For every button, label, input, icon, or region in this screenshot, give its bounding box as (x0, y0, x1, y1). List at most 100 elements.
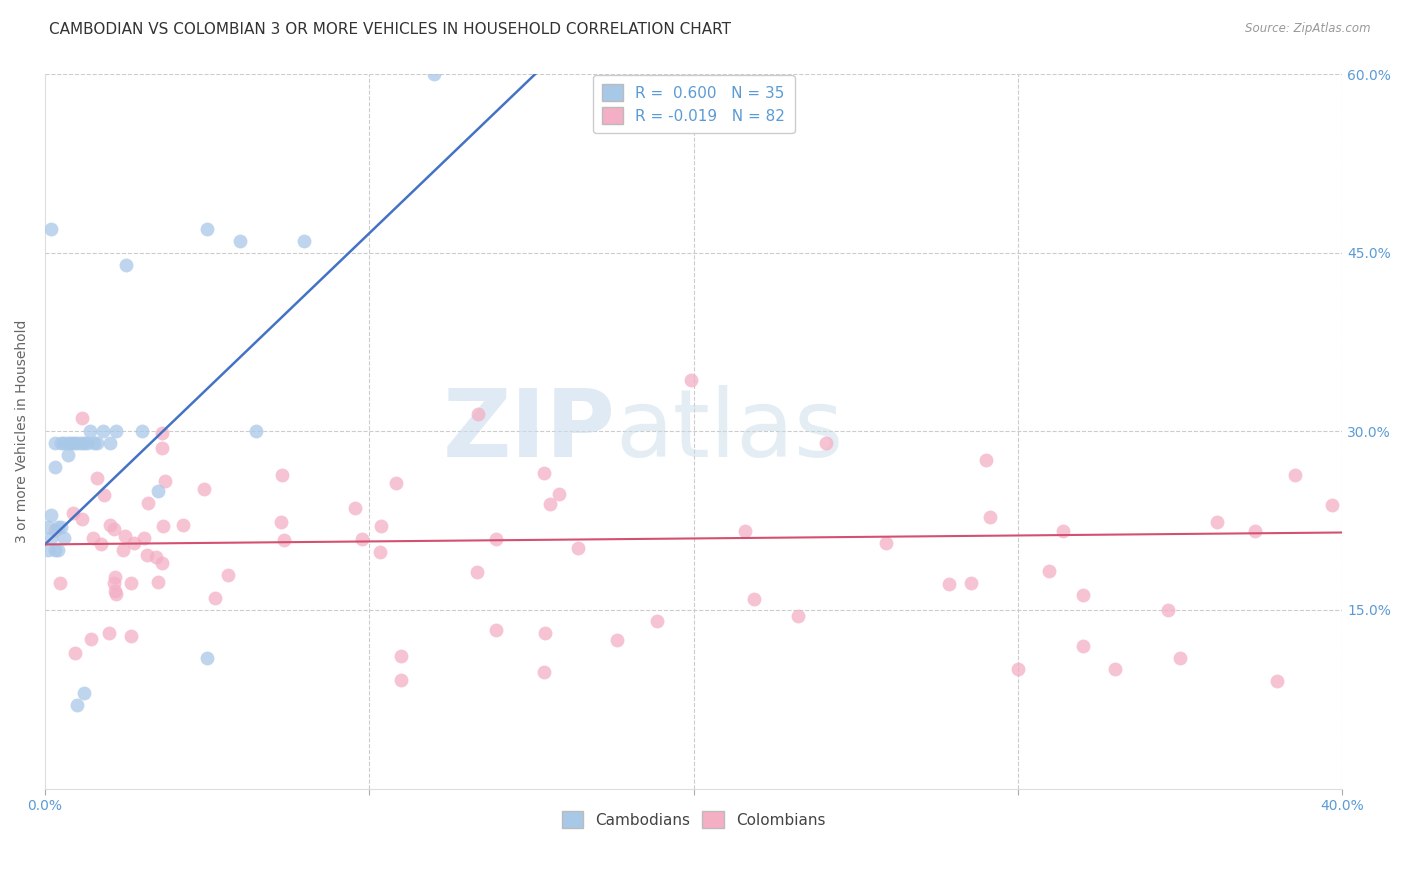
Point (153, 475, 176, 489)
Point (49, 576, 72, 591)
Point (115, 258, 138, 272)
Text: CAMBODIAN VS COLOMBIAN 3 OR MORE VEHICLES IN HOUSEHOLD CORRELATION CHART: CAMBODIAN VS COLOMBIAN 3 OR MORE VEHICLE… (49, 22, 731, 37)
Point (98, 436, 121, 450)
Point (132, 531, 155, 545)
Point (533, 665, 555, 680)
Point (538, 497, 561, 511)
Point (73, 686, 96, 700)
Point (352, 532, 374, 546)
Point (534, 626, 557, 640)
Point (465, 566, 488, 580)
Point (148, 483, 170, 498)
Point (46, 519, 69, 533)
Point (104, 584, 127, 599)
Point (86, 471, 108, 485)
Point (111, 543, 134, 558)
Point (145, 550, 167, 565)
Point (41, 222, 63, 236)
Point (53, 532, 76, 546)
Point (105, 424, 128, 438)
Point (195, 222, 218, 236)
Point (485, 532, 508, 546)
Point (152, 519, 174, 533)
Point (385, 475, 408, 490)
Point (83, 436, 105, 450)
Point (44, 436, 66, 450)
Text: ZIP: ZIP (443, 385, 616, 477)
Point (66, 698, 89, 713)
Point (217, 568, 239, 582)
Point (44, 460, 66, 475)
Point (734, 524, 756, 538)
Point (93, 488, 115, 502)
Point (938, 577, 960, 591)
Y-axis label: 3 or more Vehicles in Household: 3 or more Vehicles in Household (15, 319, 30, 543)
Point (1007, 662, 1029, 676)
Point (645, 615, 668, 629)
Point (533, 467, 555, 481)
Point (76, 436, 98, 450)
Point (63, 646, 86, 660)
Point (51, 436, 73, 450)
Point (82, 531, 104, 545)
Point (150, 556, 173, 570)
Point (98, 517, 121, 532)
Point (62, 506, 84, 520)
Point (136, 496, 159, 510)
Point (103, 576, 125, 591)
Point (742, 592, 765, 607)
Point (979, 510, 1001, 524)
Point (103, 522, 125, 536)
Text: atlas: atlas (616, 385, 844, 477)
Point (46, 543, 69, 558)
Point (389, 673, 412, 687)
Point (344, 501, 367, 516)
Point (270, 516, 292, 530)
Point (90, 537, 112, 551)
Point (1244, 524, 1267, 539)
Point (79, 424, 101, 438)
Point (681, 373, 703, 387)
Point (146, 574, 169, 589)
Point (245, 424, 267, 438)
Point (1052, 524, 1074, 538)
Point (467, 407, 489, 421)
Point (1168, 650, 1191, 665)
Point (114, 529, 136, 543)
Point (70, 512, 93, 526)
Point (1157, 603, 1180, 617)
Point (172, 517, 194, 532)
Point (63, 436, 86, 450)
Point (53, 436, 76, 450)
Point (370, 518, 392, 533)
Text: Source: ZipAtlas.com: Source: ZipAtlas.com (1246, 22, 1371, 36)
Point (1320, 498, 1343, 512)
Point (73, 436, 96, 450)
Point (368, 545, 391, 559)
Point (1267, 674, 1289, 689)
Point (56, 448, 79, 462)
Point (37, 519, 59, 533)
Point (485, 623, 508, 637)
Point (124, 535, 146, 549)
Point (97, 626, 120, 640)
Point (56, 436, 79, 450)
Point (37, 543, 59, 558)
Point (70, 410, 93, 425)
Point (136, 548, 159, 562)
Point (131, 424, 153, 438)
Point (389, 648, 412, 663)
Point (120, 629, 142, 643)
Point (606, 632, 628, 647)
Point (1071, 639, 1094, 653)
Point (80, 632, 103, 647)
Point (787, 608, 810, 623)
Point (273, 533, 295, 547)
Point (86, 436, 108, 450)
Point (270, 468, 292, 483)
Point (875, 535, 897, 549)
Point (150, 441, 173, 455)
Point (1038, 565, 1060, 579)
Legend: Cambodians, Colombians: Cambodians, Colombians (555, 805, 832, 835)
Point (1284, 467, 1306, 482)
